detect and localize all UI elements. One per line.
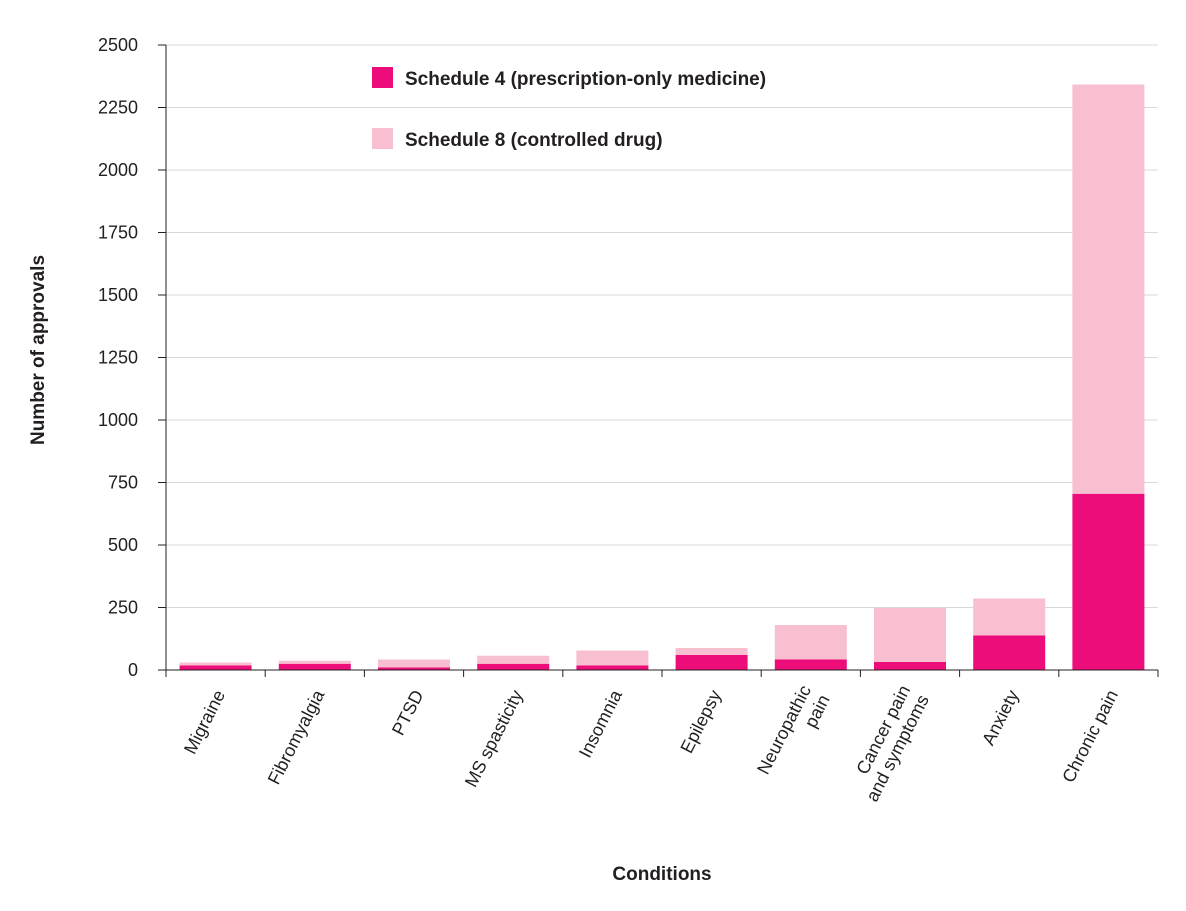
bar-insomnia-schedule-4: [576, 665, 649, 670]
y-axis-title: Number of approvals: [28, 255, 49, 445]
x-tick-label-fibromyalgia: Fibromyalgia: [264, 686, 329, 788]
bar-cancer-pain-and-symptoms-schedule-4: [874, 662, 946, 670]
x-tick-label-ptsd: PTSD: [388, 687, 428, 739]
y-tick-label-1250: 1250: [98, 348, 138, 368]
x-axis-title: Conditions: [612, 864, 711, 885]
legend: Schedule 4 (prescription-only medicine) …: [372, 67, 766, 151]
legend-label-schedule-4: Schedule 4 (prescription-only medicine): [405, 69, 766, 90]
x-tick-label-cancer-pain-and-symptoms: Cancer painand symptoms: [843, 682, 933, 805]
y-tick-label-2500: 2500: [98, 35, 138, 55]
x-tick-label-anxiety: Anxiety: [978, 687, 1023, 749]
y-tick-label-1000: 1000: [98, 410, 138, 430]
x-tick-label-insomnia: Insomnia: [575, 686, 626, 761]
bar-chronic-pain-schedule-8: [1072, 84, 1145, 494]
bars: [179, 84, 1145, 670]
y-tick-label-750: 750: [108, 473, 138, 493]
bar-migraine-schedule-4: [179, 665, 252, 670]
bar-anxiety-schedule-8: [973, 598, 1046, 636]
bar-insomnia-schedule-8: [576, 650, 649, 666]
legend-swatch-schedule-8: [372, 128, 393, 149]
x-tick-label-migraine: Migraine: [180, 687, 229, 758]
bar-anxiety-schedule-4: [973, 635, 1046, 670]
y-tick-label-2250: 2250: [98, 98, 138, 118]
bar-migraine-schedule-8: [179, 662, 252, 666]
x-tick-labels: Migraine Fibromyalgia PTSD MS spasticity Ins…: [180, 682, 1122, 805]
y-tick-label-250: 250: [108, 598, 138, 618]
legend-label-schedule-8: Schedule 8 (controlled drug): [405, 130, 663, 151]
x-tick-label-neuropathic-pain: Neuropathicpain: [753, 682, 834, 787]
bar-neuropathic-pain-schedule-8: [774, 625, 847, 660]
bar-cancer-pain-and-symptoms-schedule-8: [874, 608, 946, 662]
y-tick-labels: 0 250 500 750 1000 1250 1500 1750 2000 2250 2500: [98, 35, 138, 680]
y-tick-label-1750: 1750: [98, 223, 138, 243]
bar-neuropathic-pain-schedule-4: [774, 659, 847, 670]
bar-ms-spasticity-schedule-8: [477, 655, 550, 664]
bar-chronic-pain-schedule-4: [1072, 493, 1145, 670]
y-tick-label-1500: 1500: [98, 285, 138, 305]
y-tick-label-500: 500: [108, 535, 138, 555]
y-tick-label-2000: 2000: [98, 160, 138, 180]
bar-ptsd-schedule-4: [378, 667, 450, 670]
axes: [165, 45, 1159, 677]
y-tick-label-0: 0: [128, 660, 138, 680]
bar-fibromyalgia-schedule-4: [278, 663, 351, 670]
x-tick-label-chronic-pain: Chronic pain: [1058, 687, 1122, 786]
x-tick-label-ms-spasticity: MS spasticity: [461, 687, 527, 791]
bar-epilepsy-schedule-4: [675, 655, 748, 670]
bar-ms-spasticity-schedule-4: [477, 663, 550, 670]
bar-epilepsy-schedule-8: [675, 648, 748, 655]
gridlines: [158, 44, 1158, 671]
legend-swatch-schedule-4: [372, 67, 393, 88]
bar-ptsd-schedule-8: [378, 659, 450, 668]
bar-fibromyalgia-schedule-8: [278, 660, 351, 664]
x-tick-label-epilepsy: Epilepsy: [676, 687, 725, 757]
